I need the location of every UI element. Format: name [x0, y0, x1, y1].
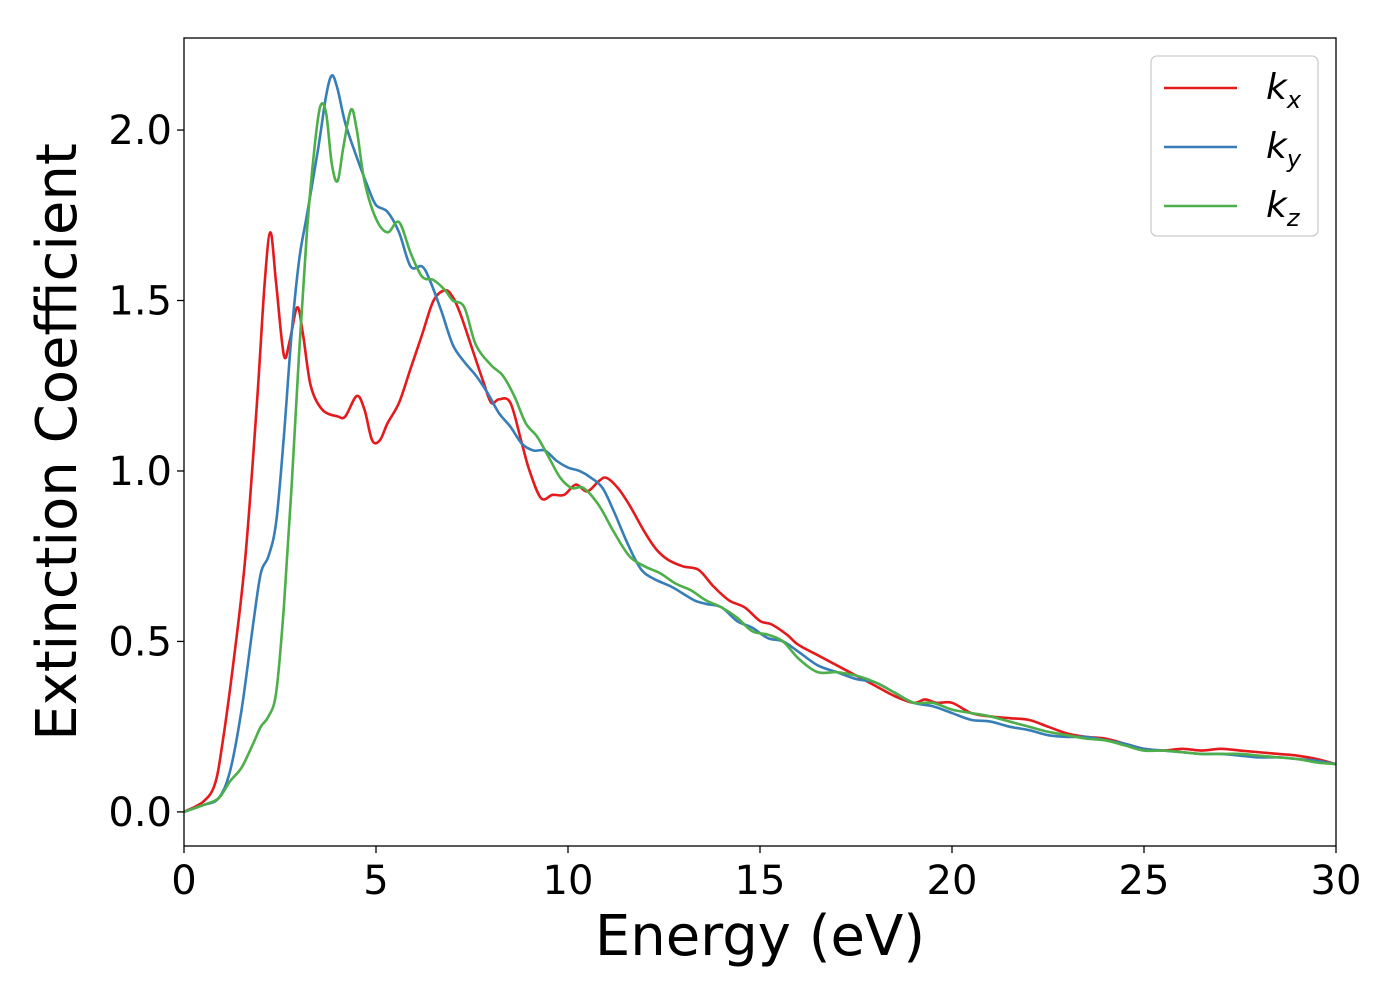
x-tick-label: 20 — [927, 858, 978, 904]
x-tick-label: 25 — [1119, 858, 1170, 904]
legend-label-ky: ky — [1266, 126, 1302, 173]
x-tick-label: 10 — [543, 858, 594, 904]
legend-label-kz: kz — [1266, 185, 1301, 232]
x-axis: 0 5 10 15 20 25 30 — [171, 846, 1361, 904]
series-line-kx — [184, 231, 1336, 814]
legend-label-kx: kx — [1266, 67, 1302, 114]
x-tick-label: 0 — [171, 858, 196, 904]
x-tick-label: 15 — [735, 858, 786, 904]
y-axis-title: Extinction Coefficient — [25, 143, 90, 741]
y-tick-label: 0.0 — [108, 790, 172, 836]
y-tick-label: 1.0 — [108, 449, 172, 495]
series-lines — [184, 74, 1336, 814]
series-line-kz — [184, 101, 1336, 814]
y-tick-label: 1.5 — [108, 279, 172, 325]
x-tick-label: 5 — [363, 858, 388, 904]
series-line-ky — [184, 74, 1336, 814]
x-axis-title: Energy (eV) — [595, 904, 925, 969]
y-axis: 0.0 0.5 1.0 1.5 2.0 — [108, 108, 184, 836]
y-tick-label: 0.5 — [108, 619, 172, 665]
legend: kx ky kz — [1150, 55, 1319, 237]
x-tick-label: 30 — [1311, 858, 1362, 904]
y-tick-label: 2.0 — [108, 108, 172, 154]
